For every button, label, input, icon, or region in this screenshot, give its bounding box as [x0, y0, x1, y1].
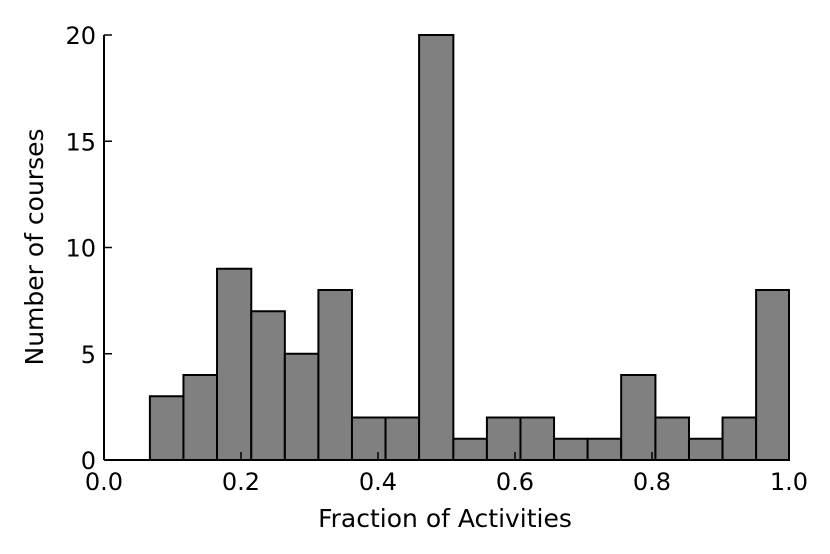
- histogram-bar: [553, 437, 589, 461]
- histogram-bar: [418, 34, 455, 461]
- ticks-group: 0.0 0.2 0.4 0.6 0.8 1.0 0 5 10 15 20: [65, 22, 808, 496]
- histogram-bar: [148, 395, 185, 461]
- histogram-bar: [216, 267, 253, 461]
- histogram-bar: [687, 437, 724, 461]
- y-tick-label: 10: [65, 235, 96, 263]
- x-tick-label: 0.8: [633, 468, 671, 496]
- histogram-bar: [721, 416, 758, 461]
- y-axis-title: Number of courses: [20, 128, 49, 365]
- histogram-bar: [384, 416, 421, 461]
- histogram-bar: [182, 374, 219, 461]
- histogram-bar: [283, 352, 320, 461]
- x-tick-label: 0.4: [359, 468, 397, 496]
- histogram-bar: [755, 289, 790, 461]
- histogram-bar: [250, 310, 286, 461]
- histogram-bar: [350, 416, 387, 461]
- y-tick-label: 5: [81, 341, 96, 369]
- x-axis-title: Fraction of Activities: [318, 504, 572, 533]
- y-tick-label: 0: [81, 447, 96, 475]
- x-tick-label: 0.2: [222, 468, 260, 496]
- y-tick-label: 20: [65, 22, 96, 50]
- x-tick-label: 0.0: [85, 468, 123, 496]
- histogram-bar: [452, 437, 488, 461]
- bars-group: [148, 34, 790, 461]
- y-tick-label: 15: [65, 128, 96, 156]
- histogram-bar: [654, 416, 690, 461]
- x-tick-label: 0.6: [496, 468, 534, 496]
- histogram-bar: [317, 289, 353, 461]
- histogram-bar: [519, 416, 556, 461]
- x-tick-label: 1.0: [770, 468, 808, 496]
- histogram-bar: [586, 437, 623, 461]
- histogram-bar: [620, 374, 657, 461]
